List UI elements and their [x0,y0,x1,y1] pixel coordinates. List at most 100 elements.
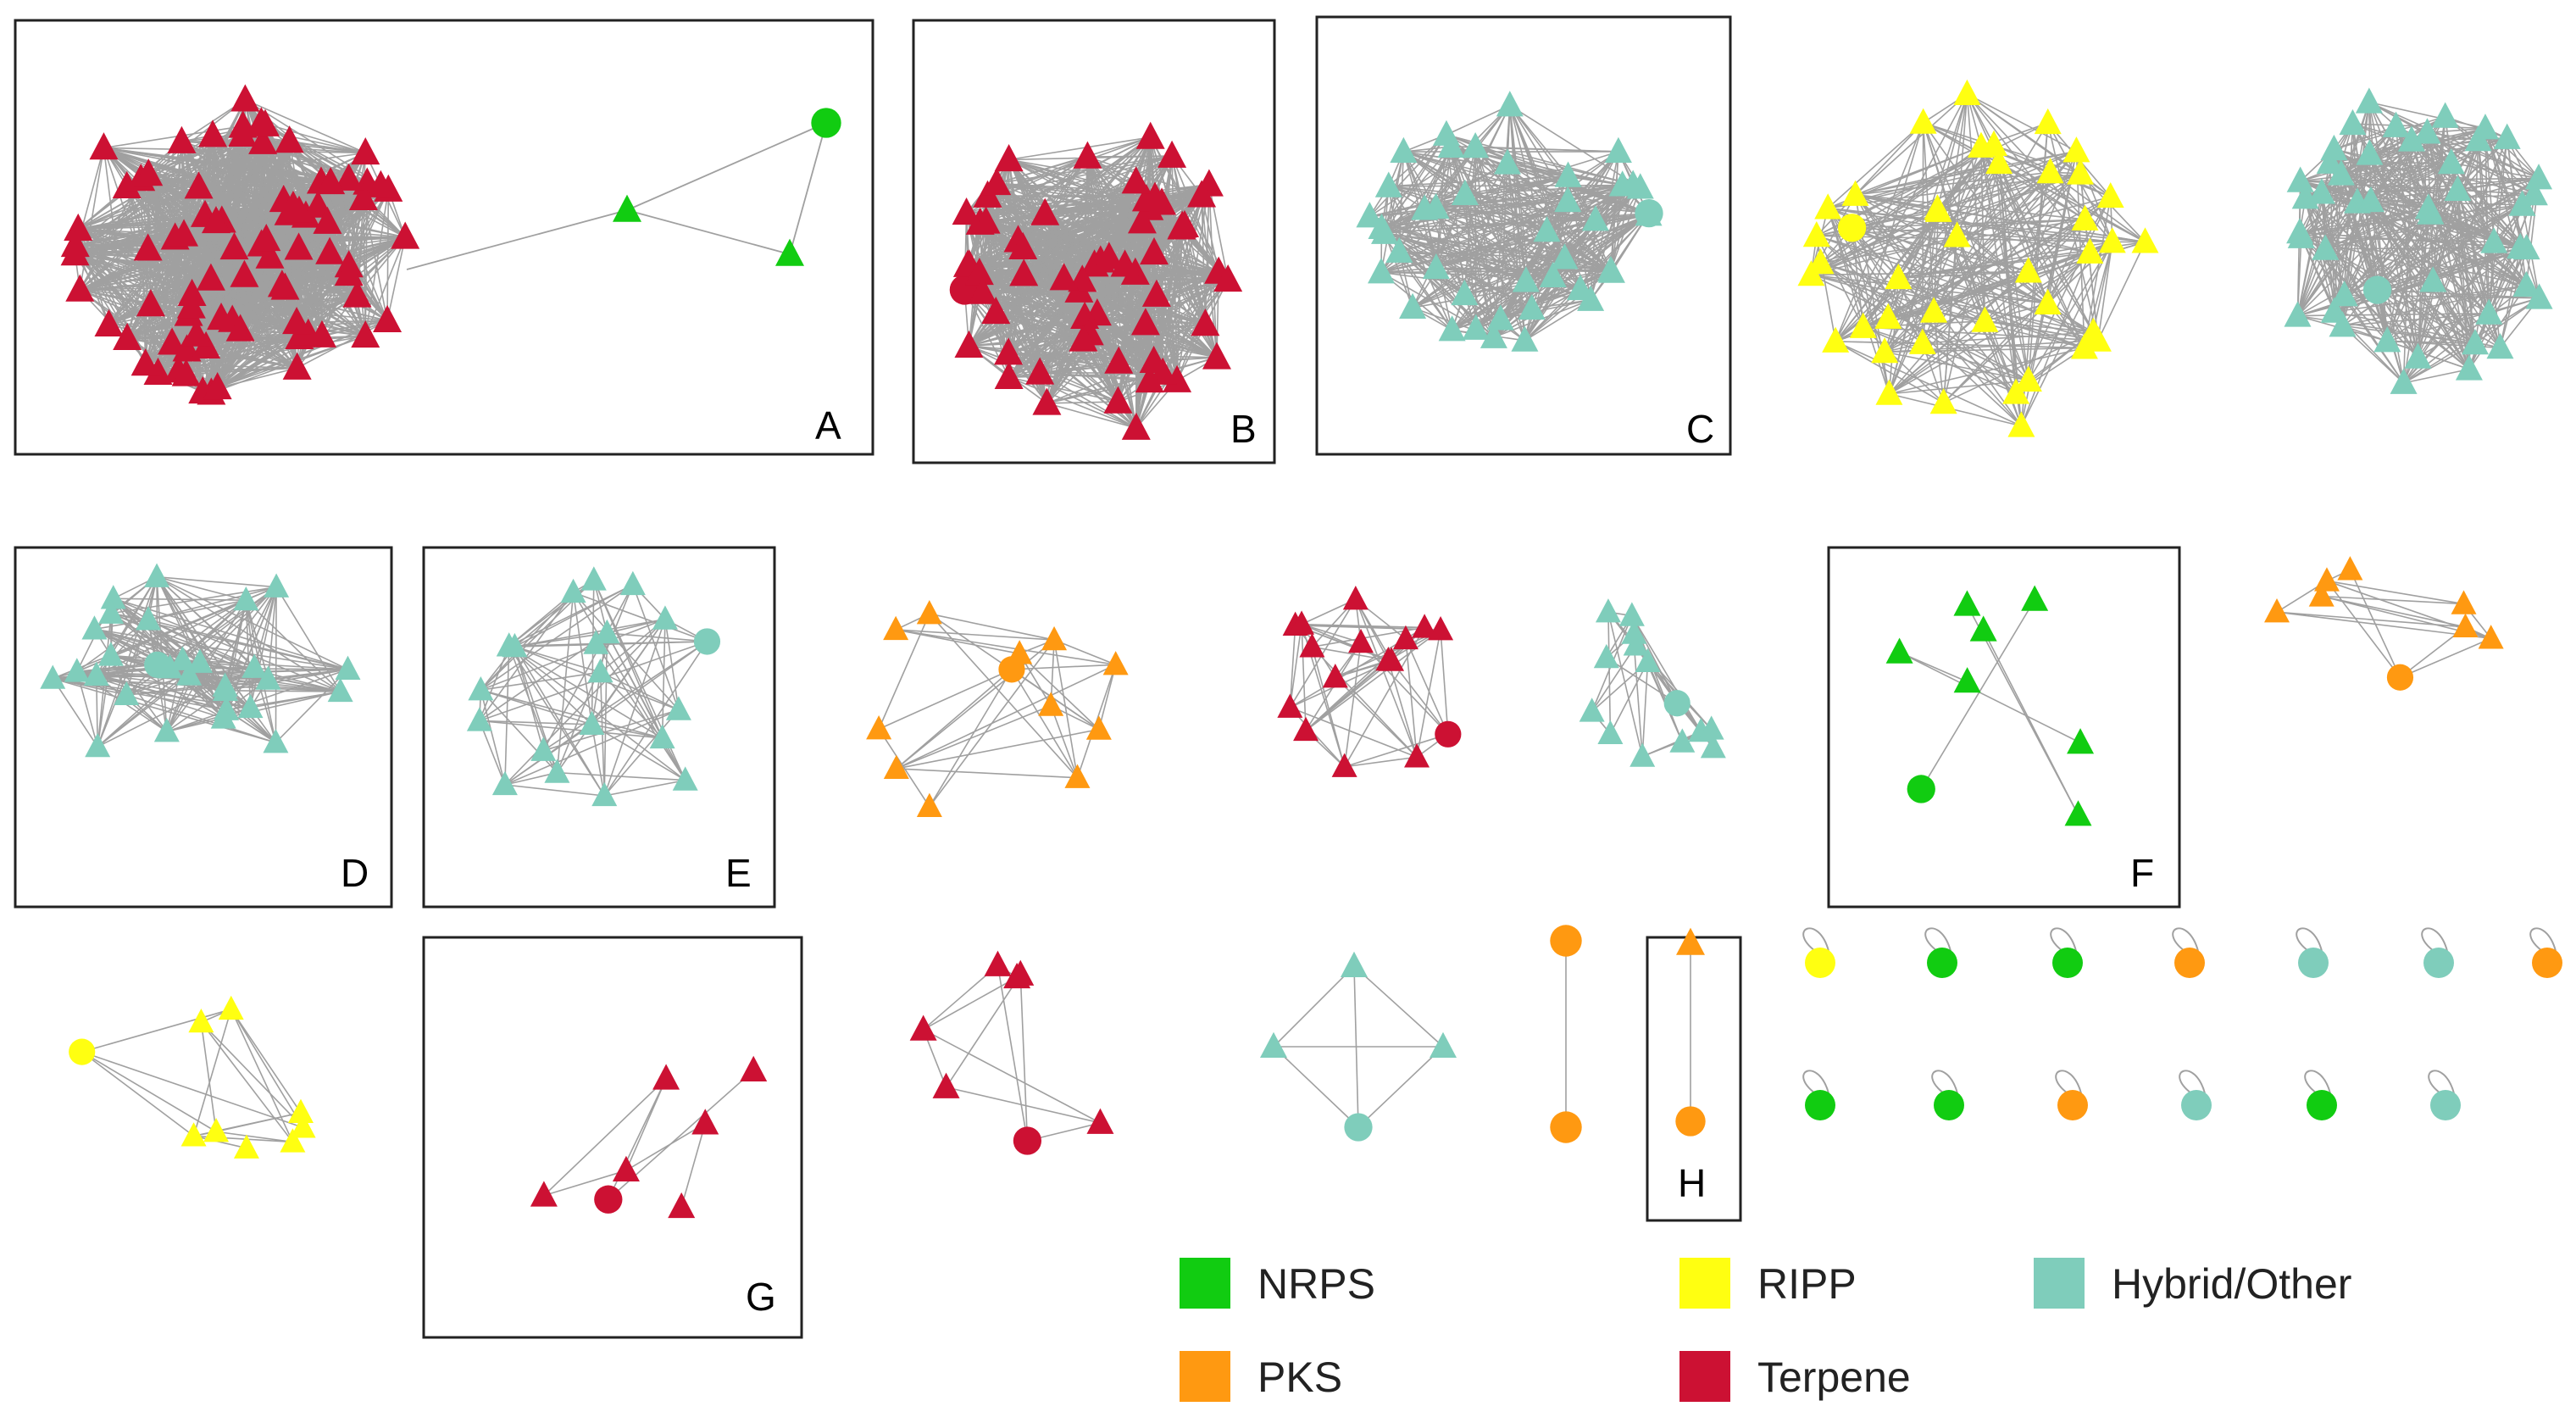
cluster-B-terpene-edge [1201,195,1207,325]
cluster-pks-1-edge [878,613,930,730]
cluster-hybrid-ring-node-5 [1623,631,1649,656]
cluster-D-hybrid-edge [52,678,98,748]
cluster-ripp-large-edge [1889,392,2022,427]
cluster-D-hybrid-node-23 [64,658,90,682]
cluster-pks-2-edge [2400,637,2491,678]
cluster-A-terpene-node-51 [134,158,164,186]
cluster-hybrid-large-edge [2474,247,2521,344]
cluster-D-hybrid-edge [182,659,348,670]
cluster-D-hybrid-node-22 [153,718,180,742]
cluster-hybrid-large-edge [2451,162,2528,249]
singleton-self-loop [2055,1070,2082,1094]
cluster-ripp-large-node-27 [1802,221,1830,247]
cluster-A-terpene-edge [75,244,388,322]
cluster-B-terpene-edge [979,272,1163,374]
legend-label-terpene: Terpene [1757,1354,1911,1401]
cluster-D-hybrid-edge [181,586,277,661]
cluster-ripp-large-edge [1835,210,1940,342]
cluster-hybrid-large-node-9 [2316,147,2344,174]
legend-swatch-nrps [1180,1258,1230,1309]
cluster-D-hybrid-edge [126,669,348,696]
cluster-D-hybrid-node-8 [242,653,268,678]
cluster-A-terpene-node-14 [133,233,163,261]
cluster-ripp-large-edge [2028,151,2078,381]
cluster-ripp-large-node-32 [1822,326,1850,353]
cluster-ripp-large-edge [1980,146,2085,348]
cluster-pks-2-node-0 [2386,664,2414,691]
cluster-terpene-ring-node-10 [1392,625,1418,650]
cluster-pks-1-node-4 [1038,692,1064,716]
cluster-D-hybrid-node-19 [263,729,289,753]
cluster-G-terpene-node-1 [652,1064,680,1090]
cluster-ripp-large-edge [1816,235,2022,427]
cluster-terpene-ring-edge [1440,630,1449,735]
cluster-terpene-ring-edge [1405,638,1418,758]
cluster-E-hybrid-node-2 [665,696,691,720]
cluster-ripp-large-edge [1884,171,2051,353]
cluster-hybrid-large-node-11 [2475,298,2503,325]
cluster-hybrid-square-edge [1353,965,1444,1048]
cluster-ripp-large-edge [1998,162,2086,220]
singleton-self-loop [2529,927,2557,952]
cluster-terpene-small-node-4 [984,950,1012,976]
cluster-B-terpene-edge [1108,136,1152,258]
cluster-E-hybrid-edge [595,643,686,781]
cluster-A-terpene-edge [298,197,364,338]
cluster-A-terpene-node-22 [315,236,345,264]
cluster-D-hybrid-edge [94,628,348,670]
legend-swatch-ripp [1679,1258,1730,1309]
cluster-ripp-large-node-20 [2079,317,2107,343]
cluster-A-terpene-edge [75,244,188,351]
cluster-B-terpene-edge [1086,156,1158,296]
cluster-ripp-small-edge [230,1009,304,1128]
cluster-D-hybrid-node-26 [264,573,290,598]
cluster-D-hybrid-node-27 [237,693,264,719]
cluster-hybrid-large-edge [2300,180,2521,248]
cluster-E-hybrid-edge [504,646,510,786]
cluster-B-terpene-node-19 [994,337,1024,365]
cluster-B-terpene-edge [979,159,1010,274]
cluster-hybrid-large-edge [2296,125,2397,316]
cluster-D-hybrid-edge [156,576,341,692]
cluster-E-hybrid-edge [479,646,510,721]
cluster-C-hybrid-edge [1403,151,1568,202]
cluster-B-terpene-node-50 [1135,121,1165,149]
cluster-ripp-large-node-23 [1849,312,1877,338]
cluster-B-terpene-edge [979,181,1137,274]
cluster-C-hybrid-edge [1509,104,1641,189]
cluster-hybrid-large-edge [2426,132,2476,344]
cluster-H-pks-node-1 [1675,1106,1706,1137]
cluster-hybrid-ring-edge [1631,615,1702,732]
cluster-B-terpene-edge [1008,376,1137,429]
cluster-hybrid-large-edge [2499,248,2528,348]
cluster-E-hybrid-edge [599,671,663,739]
cluster-ripp-large-edge [1985,320,2099,342]
panel-frame-C [1315,15,1732,456]
cluster-B-terpene-edge [979,202,1163,275]
cluster-terpene-ring-edge [1405,638,1449,735]
cluster-B-terpene-node-34 [1073,141,1102,169]
cluster-hybrid-large-node-7 [2390,368,2418,394]
singleton-self-loop [1931,1070,1958,1094]
cluster-pks-1-edge [878,728,930,808]
cluster-B-terpene-node-37 [982,167,1012,196]
cluster-hybrid-square-node-1 [1260,1031,1287,1058]
cluster-D-hybrid-edge [94,628,341,692]
cluster-C-hybrid-node-22 [1462,131,1490,158]
singleton-node-6 [2532,948,2562,978]
cluster-hybrid-large-edge [2411,140,2528,286]
cluster-C-hybrid-node-30 [1635,200,1663,226]
cluster-hybrid-large-edge [2296,102,2370,316]
cluster-A-terpene-node-58 [158,327,187,355]
cluster-ripp-large-edge [1943,331,2094,404]
cluster-B-terpene-node-56 [952,197,981,225]
cluster-ripp-large-node-9 [2036,158,2064,184]
cluster-D-hybrid-node-28 [83,661,109,686]
cluster-B-terpene-edge [1039,279,1229,374]
cluster-A-terpene-node-2 [255,241,285,269]
cluster-ripp-large-edge [1855,194,1939,212]
cluster-ripp-large-edge [1811,162,2000,276]
cluster-ripp-large-edge [2097,242,2113,341]
cluster-pks-1-node-8 [1102,651,1129,675]
cluster-ripp-large-edge [1835,219,2085,342]
